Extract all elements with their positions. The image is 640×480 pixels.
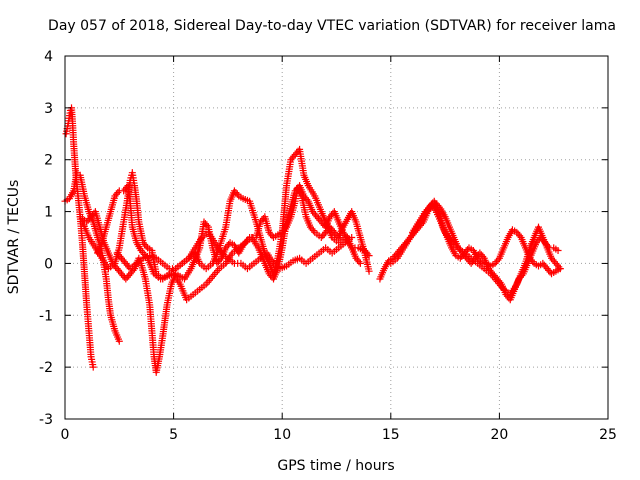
x-tick-label: 5	[169, 427, 178, 443]
data-point	[364, 250, 372, 258]
data-points-layer	[61, 104, 564, 376]
y-tick-label: -1	[39, 308, 53, 324]
data-point	[356, 259, 364, 267]
plot-frame	[64, 55, 609, 420]
data-point	[556, 265, 564, 273]
y-tick-label: 4	[44, 49, 53, 65]
data-point	[494, 256, 502, 264]
data-point	[233, 190, 241, 198]
series-track-3	[76, 184, 373, 376]
data-point	[479, 253, 487, 261]
data-point	[203, 221, 211, 229]
data-point	[342, 232, 350, 240]
series-track-6	[113, 228, 356, 273]
tick-labels: 0 5 10 15 20 25 -3 -2 -1 0 1 2 3 4	[39, 49, 617, 443]
data-point	[348, 234, 356, 241]
data-point	[516, 232, 524, 240]
x-tick-label: 15	[382, 427, 400, 443]
y-tick-label: 2	[44, 153, 53, 169]
chart-title: Day 057 of 2018, Sidereal Day-to-day VTE…	[48, 18, 616, 34]
grid-layer	[65, 56, 608, 419]
y-axis-label: SDTVAR / TECUs	[6, 180, 22, 295]
data-point	[365, 267, 373, 275]
data-point	[309, 227, 317, 235]
y-tick-label: 1	[44, 205, 53, 221]
x-tick-label: 20	[490, 427, 508, 443]
y-tick-label: -3	[39, 412, 53, 428]
axis-ticks	[64, 55, 609, 420]
data-point	[555, 263, 563, 271]
data-point	[554, 246, 562, 254]
data-point	[115, 337, 123, 345]
series-track-9	[409, 200, 564, 299]
data-point	[365, 252, 373, 260]
x-tick-label: 0	[61, 427, 70, 443]
x-axis-label: GPS time / hours	[277, 458, 394, 474]
data-point	[303, 195, 311, 203]
y-tick-label: 0	[44, 256, 53, 272]
series-track-8	[387, 197, 564, 278]
x-tick-label: 10	[273, 427, 291, 443]
series-track-5	[94, 182, 364, 304]
y-tick-label: -2	[39, 360, 53, 376]
data-point	[114, 189, 122, 197]
data-point	[355, 258, 363, 266]
y-tick-label: 3	[44, 101, 53, 117]
data-point	[216, 256, 224, 264]
x-tick-label: 25	[599, 427, 617, 443]
data-point	[89, 363, 97, 371]
data-point	[142, 242, 150, 250]
data-point	[529, 258, 537, 266]
